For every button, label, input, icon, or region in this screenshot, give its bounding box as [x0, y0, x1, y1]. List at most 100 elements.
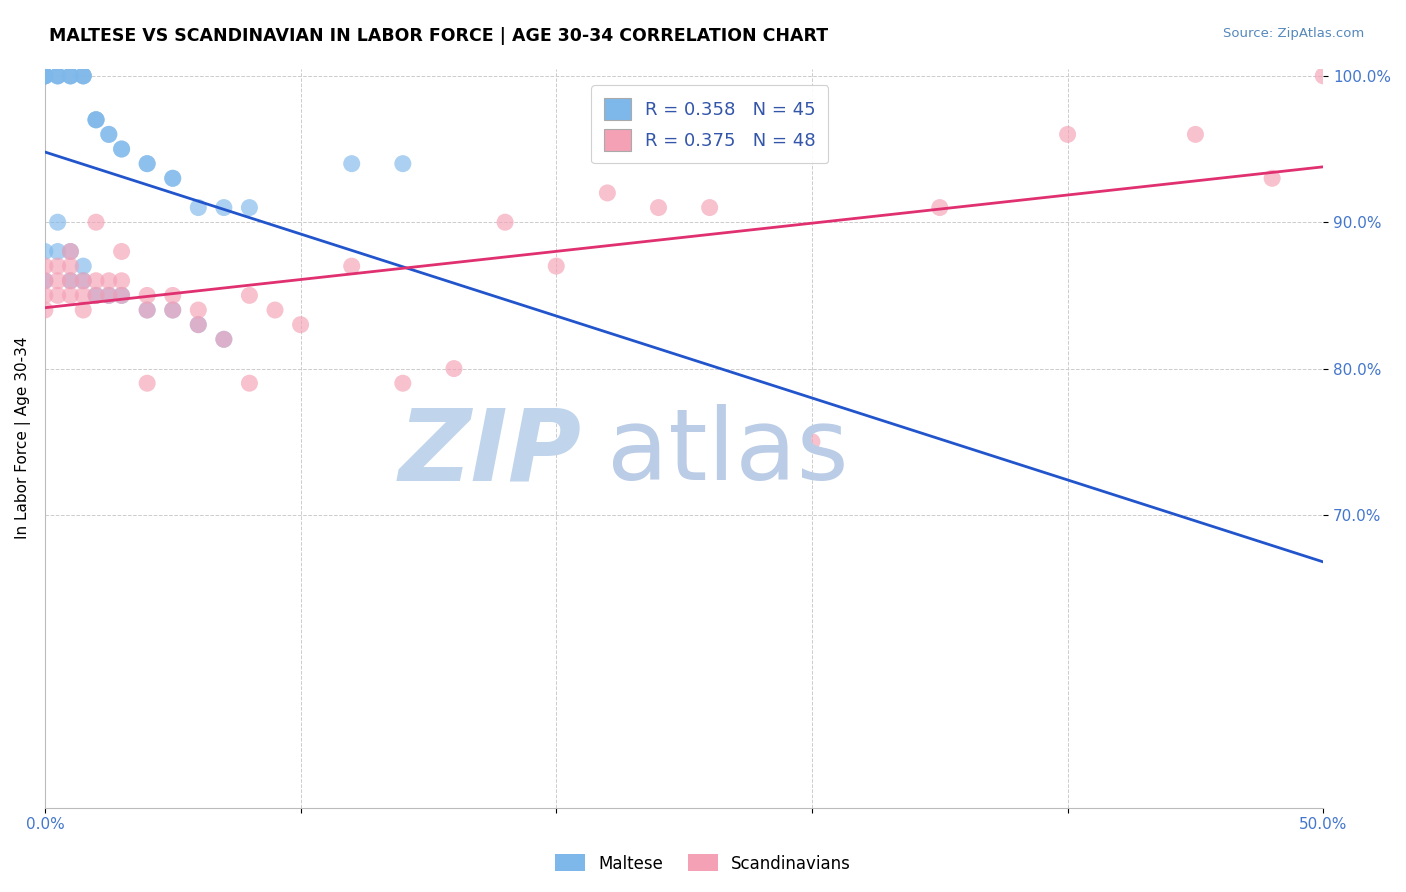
- Point: [264, 303, 287, 318]
- Point: [162, 303, 184, 318]
- Point: [72, 274, 94, 288]
- Point: [97, 274, 120, 288]
- Point: [136, 156, 159, 170]
- Point: [84, 215, 107, 229]
- Point: [212, 332, 235, 346]
- Point: [84, 288, 107, 302]
- Point: [1184, 128, 1206, 142]
- Text: ZIP: ZIP: [399, 404, 582, 501]
- Point: [97, 288, 120, 302]
- Point: [110, 288, 132, 302]
- Point: [187, 318, 209, 332]
- Point: [46, 69, 69, 83]
- Point: [59, 259, 82, 273]
- Point: [110, 244, 132, 259]
- Point: [46, 69, 69, 83]
- Point: [136, 288, 159, 302]
- Point: [84, 112, 107, 127]
- Point: [340, 259, 363, 273]
- Point: [59, 69, 82, 83]
- Point: [84, 274, 107, 288]
- Point: [187, 201, 209, 215]
- Point: [84, 288, 107, 302]
- Point: [34, 274, 56, 288]
- Text: Source: ZipAtlas.com: Source: ZipAtlas.com: [1223, 27, 1364, 40]
- Point: [59, 69, 82, 83]
- Point: [59, 274, 82, 288]
- Point: [136, 303, 159, 318]
- Point: [238, 201, 260, 215]
- Point: [187, 318, 209, 332]
- Point: [800, 434, 823, 449]
- Point: [110, 288, 132, 302]
- Point: [59, 69, 82, 83]
- Point: [1261, 171, 1284, 186]
- Point: [72, 69, 94, 83]
- Point: [72, 69, 94, 83]
- Point: [290, 318, 312, 332]
- Point: [46, 274, 69, 288]
- Point: [34, 274, 56, 288]
- Point: [84, 112, 107, 127]
- Point: [494, 215, 516, 229]
- Text: atlas: atlas: [607, 404, 849, 501]
- Text: MALTESE VS SCANDINAVIAN IN LABOR FORCE | AGE 30-34 CORRELATION CHART: MALTESE VS SCANDINAVIAN IN LABOR FORCE |…: [49, 27, 828, 45]
- Point: [392, 156, 415, 170]
- Point: [162, 171, 184, 186]
- Point: [46, 244, 69, 259]
- Point: [187, 303, 209, 318]
- Point: [647, 201, 669, 215]
- Legend: R = 0.358   N = 45, R = 0.375   N = 48: R = 0.358 N = 45, R = 0.375 N = 48: [591, 85, 828, 163]
- Point: [110, 274, 132, 288]
- Point: [110, 142, 132, 156]
- Point: [59, 244, 82, 259]
- Point: [136, 156, 159, 170]
- Point: [46, 69, 69, 83]
- Point: [392, 376, 415, 391]
- Point: [699, 201, 721, 215]
- Point: [34, 244, 56, 259]
- Point: [212, 332, 235, 346]
- Point: [162, 171, 184, 186]
- Point: [238, 376, 260, 391]
- Point: [46, 215, 69, 229]
- Point: [162, 288, 184, 302]
- Point: [72, 259, 94, 273]
- Y-axis label: In Labor Force | Age 30-34: In Labor Force | Age 30-34: [15, 337, 31, 540]
- Legend: Maltese, Scandinavians: Maltese, Scandinavians: [548, 847, 858, 880]
- Point: [72, 274, 94, 288]
- Point: [97, 288, 120, 302]
- Point: [34, 69, 56, 83]
- Point: [72, 69, 94, 83]
- Point: [59, 244, 82, 259]
- Point: [59, 274, 82, 288]
- Point: [110, 142, 132, 156]
- Point: [546, 259, 568, 273]
- Point: [34, 69, 56, 83]
- Point: [34, 288, 56, 302]
- Point: [162, 303, 184, 318]
- Point: [596, 186, 619, 200]
- Point: [34, 69, 56, 83]
- Point: [340, 156, 363, 170]
- Point: [72, 303, 94, 318]
- Point: [59, 288, 82, 302]
- Point: [84, 112, 107, 127]
- Point: [34, 303, 56, 318]
- Point: [1056, 128, 1078, 142]
- Point: [136, 303, 159, 318]
- Point: [212, 201, 235, 215]
- Point: [443, 361, 465, 376]
- Point: [34, 69, 56, 83]
- Point: [97, 128, 120, 142]
- Point: [34, 259, 56, 273]
- Point: [34, 69, 56, 83]
- Point: [46, 288, 69, 302]
- Point: [46, 259, 69, 273]
- Point: [928, 201, 950, 215]
- Point: [136, 376, 159, 391]
- Point: [72, 288, 94, 302]
- Point: [97, 128, 120, 142]
- Point: [1312, 69, 1334, 83]
- Point: [238, 288, 260, 302]
